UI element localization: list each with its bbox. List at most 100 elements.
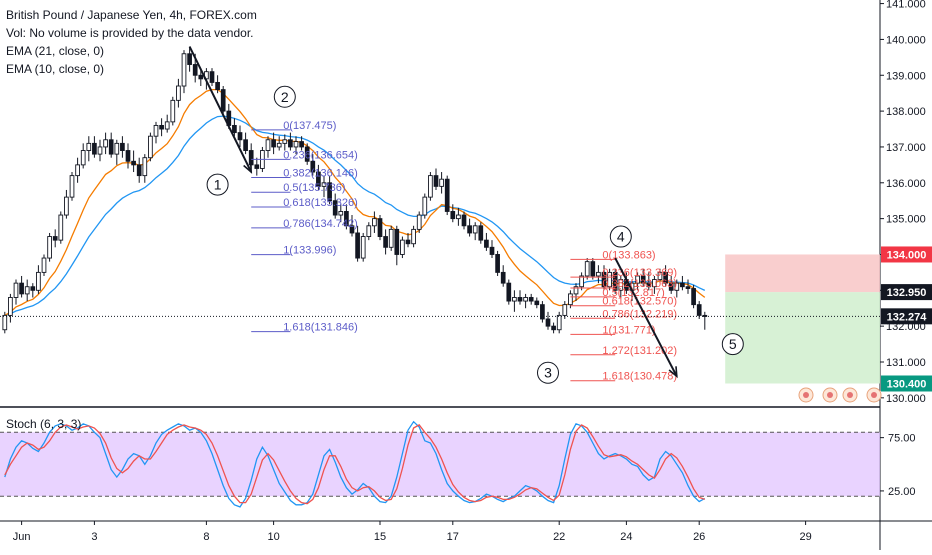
candle <box>310 154 316 176</box>
candle <box>618 275 624 298</box>
candle <box>271 132 276 155</box>
candle <box>612 268 618 294</box>
candle <box>282 134 288 151</box>
wave-number: 5 <box>729 336 737 352</box>
candle <box>674 279 680 298</box>
wave-label: 2 <box>273 85 296 108</box>
candle-body <box>47 236 52 259</box>
candle-body <box>663 271 668 284</box>
candle <box>444 175 450 216</box>
candle <box>545 311 551 330</box>
candle-body <box>545 318 551 327</box>
candle <box>80 143 86 169</box>
candle <box>428 172 433 201</box>
arrow-head <box>243 162 253 174</box>
candle-body <box>92 142 97 155</box>
wave-number: 2 <box>281 89 289 105</box>
candle <box>551 322 556 334</box>
candle-body <box>142 157 148 177</box>
candle-body <box>232 124 237 134</box>
time-tick-label: 3 <box>91 531 97 543</box>
price-label-text: 132.274 <box>887 311 928 323</box>
candle <box>433 168 439 190</box>
candle-body <box>148 135 153 159</box>
candle <box>176 78 181 108</box>
candle <box>372 211 377 233</box>
price-label-text: 130.400 <box>887 378 927 390</box>
ema-fast-line <box>4 88 706 316</box>
candle <box>416 211 422 233</box>
candle-body <box>377 218 383 237</box>
candle-body <box>456 214 461 220</box>
candle-body <box>64 196 69 216</box>
fib-2-label: 0.382(133.063) <box>602 278 677 290</box>
candle-body <box>159 124 164 130</box>
fib-2-level: 0.382(133.063) <box>570 278 677 290</box>
candle <box>394 225 400 266</box>
price-tick-label: 141.000 <box>886 0 926 11</box>
time-tick-label: 17 <box>447 531 459 543</box>
candle <box>41 254 47 276</box>
price-label-text: 134.000 <box>887 249 927 261</box>
candle <box>573 283 579 302</box>
candle <box>456 207 461 226</box>
candle <box>495 250 500 276</box>
candle-body <box>338 211 344 216</box>
price-label-target: 130.400 <box>881 375 932 392</box>
candle-body <box>265 139 271 151</box>
candle-body <box>372 218 377 227</box>
candle-body <box>400 239 405 255</box>
stop-loss-zone <box>725 254 880 293</box>
candle-body <box>685 286 691 289</box>
event-icon-dot <box>847 392 853 398</box>
event-markers <box>798 387 882 403</box>
candlesticks <box>2 46 708 334</box>
arrow-head <box>668 366 678 379</box>
candle <box>489 240 495 259</box>
candle <box>472 222 478 241</box>
fib-1-label: 0(137.475) <box>283 120 336 132</box>
candle-body <box>618 279 624 291</box>
candle-body <box>439 178 444 187</box>
candle-body <box>472 225 478 234</box>
candle <box>142 154 148 183</box>
wave-label: 1 <box>206 173 229 196</box>
wave-arrow <box>614 257 678 379</box>
candle-body <box>405 239 411 245</box>
candle <box>652 275 657 294</box>
candle-body <box>75 164 80 177</box>
candle-body <box>652 279 657 288</box>
candle-body <box>36 271 41 291</box>
candle-body <box>702 314 708 317</box>
candle-body <box>680 282 685 288</box>
candle-body <box>601 271 607 288</box>
candle <box>52 229 58 248</box>
candle <box>114 139 120 165</box>
candle-body <box>41 257 47 273</box>
stoch-legend: Stoch (6, 3, 3) <box>6 417 82 431</box>
candle-body <box>24 286 30 295</box>
fib-1-label: 0.786(134.742) <box>283 218 358 230</box>
candle <box>254 157 260 176</box>
candle <box>164 114 170 133</box>
price-label-current: 132.274 <box>881 308 932 325</box>
candle-body <box>125 150 131 162</box>
candle-body <box>114 142 120 155</box>
fib-2-label: 0.618(132.570) <box>602 296 677 308</box>
candle-body <box>237 132 243 141</box>
time-tick-label: 26 <box>693 531 705 543</box>
candle <box>327 175 332 205</box>
stoch-d-line <box>4 424 706 505</box>
fib-1-level: 0(137.475) <box>251 120 336 132</box>
candle <box>92 136 97 158</box>
price-label-box <box>881 308 932 325</box>
candle <box>2 311 8 334</box>
time-tick-label: 15 <box>374 531 386 543</box>
candle-body <box>467 225 472 234</box>
candle-body <box>517 297 523 302</box>
stoch-k-line <box>4 420 706 508</box>
price-tick-label: 138.000 <box>886 106 926 118</box>
candle-body <box>489 246 495 255</box>
candle <box>47 232 52 262</box>
candle <box>125 143 131 169</box>
